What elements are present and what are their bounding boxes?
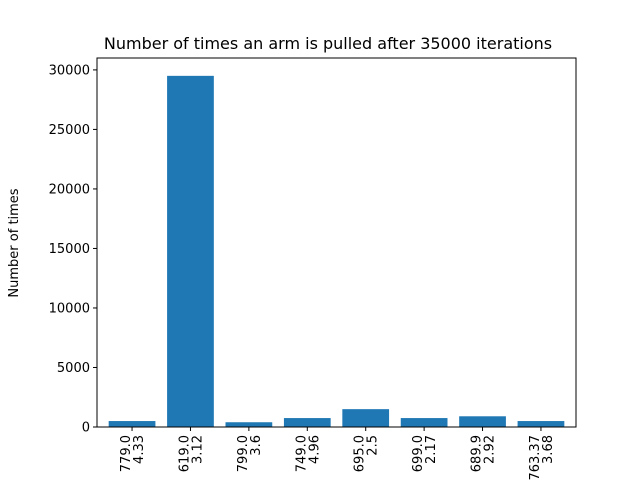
plot-frame (96, 57, 577, 428)
bar (517, 421, 565, 427)
bar (167, 75, 214, 427)
y-tick-label: 20000 (49, 182, 90, 197)
x-tick-label: 763.37 (528, 435, 543, 480)
y-axis-label: Number of times (7, 188, 22, 297)
x-tick-label: 699.0 (411, 435, 426, 472)
bar (400, 418, 448, 427)
x-tick-label: 2.17 (424, 435, 439, 464)
bars (108, 75, 565, 427)
y-tick-label: 15000 (49, 242, 90, 257)
x-tick-label: 2.92 (483, 435, 498, 464)
y-tick-label: 5000 (57, 361, 90, 376)
bar (225, 422, 273, 427)
x-tick-label: 619.0 (177, 435, 192, 472)
x-tick-label: 3.68 (541, 435, 556, 464)
x-tick-label: 3.6 (249, 435, 264, 456)
x-tick-label: 799.0 (236, 435, 251, 472)
bar (342, 409, 390, 427)
y-axis-ticks: 0 5000 10000 15000 20000 25000 30000 (49, 63, 97, 436)
x-tick-label: 779.0 (119, 435, 134, 472)
bar (108, 421, 156, 427)
x-tick-label: 689.9 (470, 435, 485, 472)
y-tick-label: 25000 (49, 123, 90, 138)
x-tick-label: 4.33 (132, 435, 147, 464)
y-tick-label: 10000 (49, 301, 90, 316)
bar (459, 416, 506, 427)
x-tick-label: 4.96 (307, 435, 322, 464)
bar (283, 418, 331, 427)
x-tick-label: 695.0 (353, 435, 368, 472)
x-tick-label: 749.0 (294, 435, 309, 472)
chart-title: Number of times an arm is pulled after 3… (104, 34, 552, 53)
y-tick-label: 30000 (49, 63, 90, 78)
y-tick-label: 0 (82, 421, 90, 436)
x-tick-label: 3.12 (190, 435, 205, 464)
x-tick-label: 2.5 (366, 435, 381, 456)
x-axis-ticks: 779.04.33 619.03.12 799.03.6 749.04.96 695.0… (119, 427, 556, 480)
